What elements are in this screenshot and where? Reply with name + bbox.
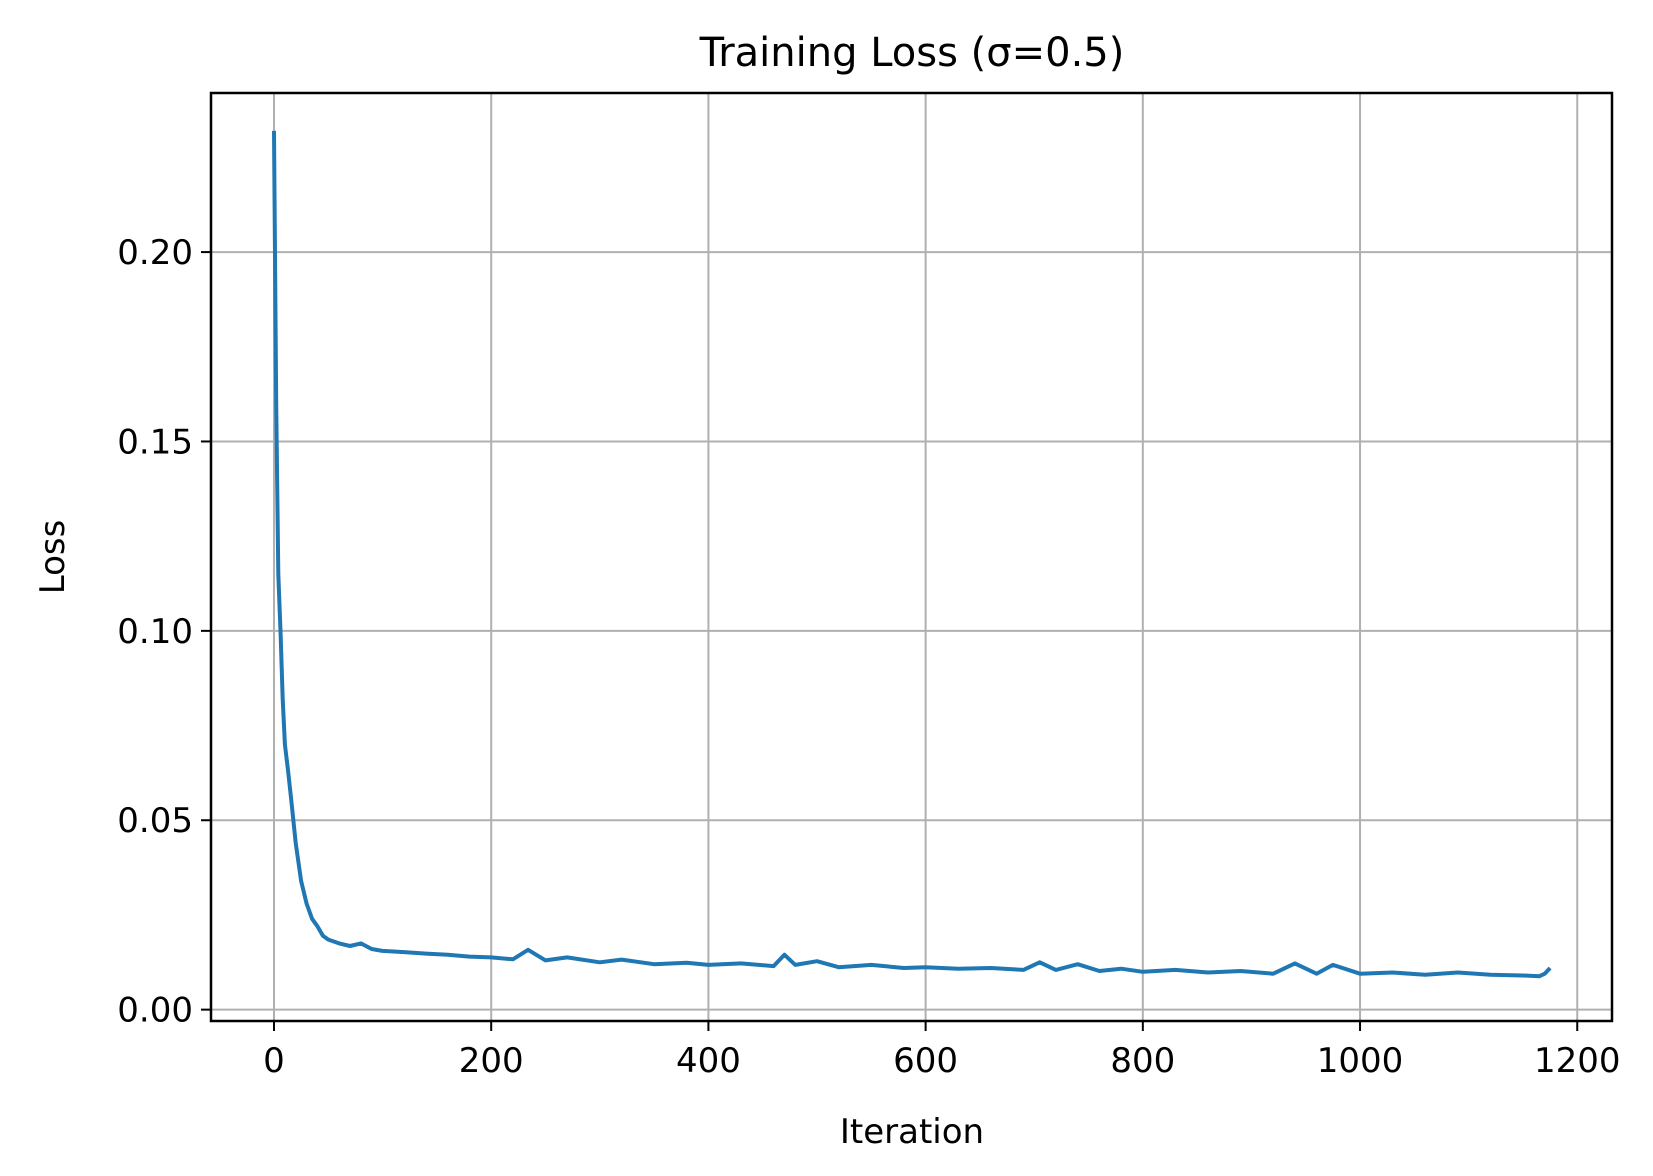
x-tick-label: 800 xyxy=(1110,1041,1175,1081)
x-tick-label: 400 xyxy=(676,1041,741,1081)
y-axis-label: Loss xyxy=(33,520,73,595)
grid-lines xyxy=(211,93,1612,1021)
y-tick-label: 0.20 xyxy=(117,233,193,273)
x-tick-label: 1000 xyxy=(1317,1041,1404,1081)
x-tick-label: 200 xyxy=(459,1041,524,1081)
y-tick-label: 0.10 xyxy=(117,612,193,652)
plot-frame xyxy=(209,91,1614,1023)
loss-series-line xyxy=(272,130,1552,979)
x-tick-label: 0 xyxy=(263,1041,285,1081)
chart-title: Training Loss (σ=0.5) xyxy=(699,30,1125,76)
x-tick-label: 600 xyxy=(893,1041,958,1081)
line-layer xyxy=(272,130,1552,979)
y-tick-label: 0.15 xyxy=(117,422,193,462)
y-tick-label: 0.05 xyxy=(117,801,193,841)
ticks: 0 200 400 600 800 1000 1200 0.00 0.05 0.10 0.15 0.2… xyxy=(117,233,1620,1081)
x-tick-label: 1200 xyxy=(1534,1041,1621,1081)
y-tick-label: 0.00 xyxy=(117,991,193,1031)
x-axis-label: Iteration xyxy=(840,1112,984,1152)
